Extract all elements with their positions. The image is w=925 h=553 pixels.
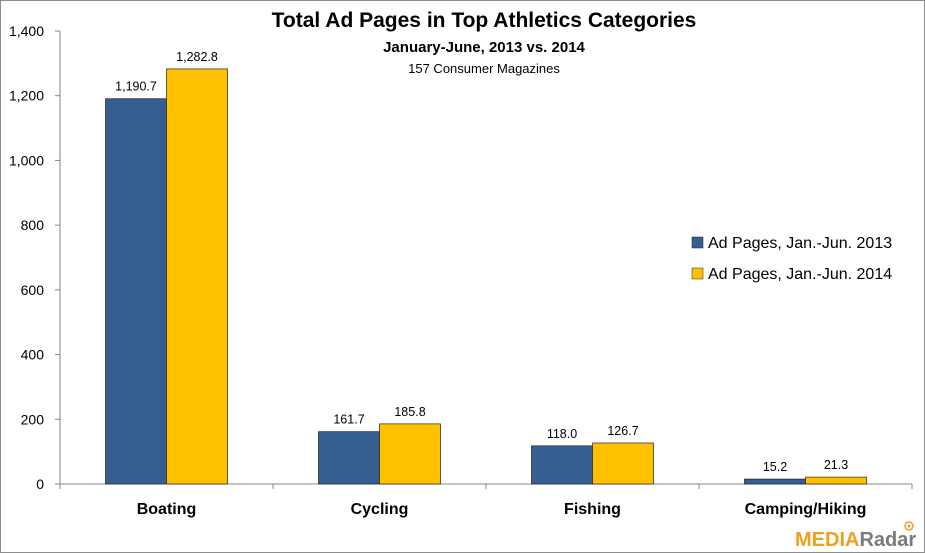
chart-note: 157 Consumer Magazines: [408, 61, 560, 76]
x-category-label: Camping/Hiking: [745, 501, 867, 518]
data-label: 15.2: [763, 460, 787, 474]
bar-2013-camping-hiking: [744, 478, 806, 485]
bar-2014-camping-hiking: [805, 476, 867, 485]
y-tick-label: 800: [21, 217, 45, 233]
legend: Ad Pages, Jan.-Jun. 2013 Ad Pages, Jan.-J…: [691, 235, 892, 283]
data-label: 21.3: [824, 458, 848, 472]
bar-2013-fishing: [531, 445, 593, 485]
mediaradar-logo: MEDIARadar: [795, 521, 916, 551]
x-category-label: Fishing: [564, 501, 621, 518]
bar-2014-cycling: [379, 423, 441, 485]
y-tick-label: 400: [21, 347, 45, 363]
svg-text:MEDIARadar: MEDIARadar: [795, 529, 916, 551]
y-tick-label: 1,200: [9, 88, 44, 104]
y-tick-label: 0: [36, 476, 44, 492]
bar-2014-boating: [166, 68, 228, 485]
logo-radar-icon: [904, 521, 914, 531]
bar-2013-boating: [105, 98, 167, 485]
x-category-label: Cycling: [351, 501, 409, 518]
chart-title: Total Ad Pages in Top Athletics Categori…: [272, 9, 697, 32]
legend-label: Ad Pages, Jan.-Jun. 2014: [708, 266, 892, 283]
y-tick-label: 1,000: [9, 152, 44, 168]
y-tick-label: 1,400: [9, 23, 44, 39]
x-category-label: Boating: [137, 501, 197, 518]
bar-2014-fishing: [592, 442, 654, 485]
data-label: 185.8: [394, 405, 425, 419]
data-label: 126.7: [607, 424, 638, 438]
logo-radar-text: Radar: [859, 529, 916, 551]
data-label: 1,282.8: [176, 50, 218, 64]
logo-radar-dot-icon: [907, 524, 911, 528]
legend-swatch: [691, 267, 704, 280]
bar-2013-cycling: [318, 431, 380, 485]
data-label: 1,190.7: [115, 80, 157, 94]
chart-subtitle: January-June, 2013 vs. 2014: [383, 39, 585, 56]
legend-swatch: [691, 236, 704, 249]
y-tick-label: 600: [21, 282, 45, 298]
legend-label: Ad Pages, Jan.-Jun. 2013: [708, 235, 892, 252]
data-label: 161.7: [333, 413, 364, 427]
bars: 1,190.7 1,282.8 161.7 185.8 118.0 126.7 15.2 21…: [105, 50, 867, 485]
data-label: 118.0: [547, 427, 577, 441]
logo-media-text: MEDIA: [795, 529, 859, 551]
y-tick-label: 200: [21, 411, 45, 427]
